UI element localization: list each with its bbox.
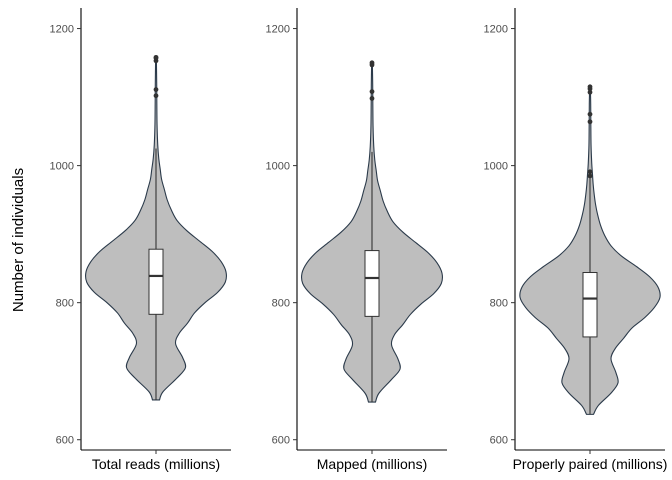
box — [582, 272, 598, 338]
outlier-point — [369, 89, 375, 95]
outlier-point — [587, 119, 593, 125]
box — [364, 250, 380, 317]
y-tick-label: 600 — [56, 435, 74, 447]
outlier-point — [369, 96, 375, 101]
outlier-point — [369, 60, 375, 66]
x-category-label: Mapped (millions) — [317, 456, 427, 472]
outlier-point — [153, 87, 159, 92]
x-category-label: Total reads (millions) — [92, 456, 220, 472]
chart-panels: 600 800 1000 1200 Total reads (millions) 600 8… — [50, 8, 668, 472]
panel-3: 600 800 1000 1200 Properly paired (millions) — [484, 8, 668, 472]
outlier-point — [587, 169, 593, 175]
y-tick-label: 600 — [272, 435, 290, 447]
outlier-point — [587, 111, 593, 117]
y-tick-label: 1200 — [266, 24, 290, 36]
y-tick-label: 1200 — [50, 24, 74, 36]
y-tick-label: 800 — [272, 298, 290, 310]
box — [148, 248, 164, 315]
outlier-point — [587, 89, 593, 95]
outlier-point — [587, 173, 593, 179]
y-tick-label: 800 — [490, 298, 508, 310]
y-tick-label: 1000 — [266, 161, 290, 173]
y-tick-label: 1000 — [50, 161, 74, 173]
y-tick-label: 1000 — [484, 161, 508, 173]
y-tick-label: 600 — [490, 435, 508, 447]
panel-1: 600 800 1000 1200 Total reads (millions) — [50, 8, 231, 472]
outlier-point — [153, 93, 159, 99]
y-tick-label: 800 — [56, 298, 74, 310]
panel-2: 600 800 1000 1200 Mapped (millions) — [266, 8, 447, 472]
y-axis-title: Number of individuals — [10, 168, 27, 312]
outlier-point — [587, 84, 593, 90]
y-tick-label: 1200 — [484, 24, 508, 36]
x-category-label: Properly paired (millions) — [513, 456, 668, 472]
outlier-point — [153, 54, 159, 60]
